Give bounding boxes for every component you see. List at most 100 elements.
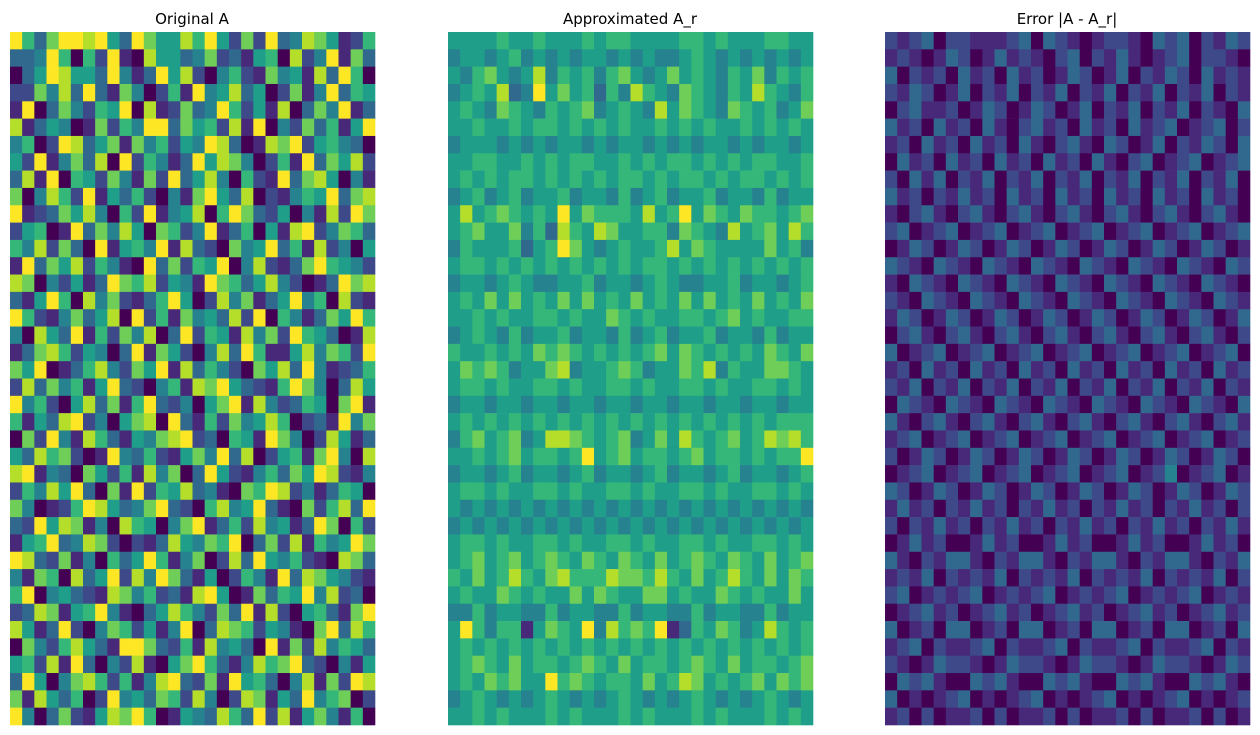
heatmap-cell — [740, 482, 753, 501]
heatmap-cell — [326, 239, 339, 258]
heatmap-cell — [143, 447, 157, 466]
heatmap-cell — [533, 551, 546, 570]
heatmap-cell — [521, 551, 534, 570]
heatmap-cell — [581, 32, 595, 50]
heatmap-cell — [581, 551, 595, 570]
heatmap-cell — [1189, 569, 1202, 587]
heatmap-cell — [1177, 395, 1190, 414]
heatmap-cell — [727, 621, 741, 639]
heatmap-cell — [521, 170, 534, 189]
heatmap-cell — [679, 49, 692, 67]
heatmap-cell — [885, 274, 898, 293]
heatmap-cell — [46, 586, 59, 605]
heatmap-cell — [740, 291, 753, 310]
heatmap-cell — [618, 205, 631, 223]
heatmap-cell — [1006, 517, 1020, 535]
heatmap-cell — [350, 343, 364, 362]
heatmap-cell — [897, 378, 910, 397]
heatmap-cell — [241, 83, 254, 102]
heatmap-cell — [740, 413, 753, 431]
heatmap-cell — [800, 638, 814, 657]
heatmap-cell — [764, 621, 777, 639]
heatmap-cell — [1079, 291, 1093, 310]
heatmap-cell — [569, 378, 583, 397]
heatmap-cell — [1079, 673, 1093, 691]
heatmap-cell — [83, 378, 96, 397]
heatmap-cell — [192, 326, 205, 345]
heatmap-cell — [945, 690, 959, 708]
heatmap-cell — [606, 187, 619, 206]
heatmap-cell — [1213, 465, 1226, 483]
heatmap-cell — [606, 170, 619, 189]
heatmap-cell — [703, 499, 716, 518]
heatmap-cell — [752, 621, 765, 639]
heatmap-cell — [472, 569, 485, 587]
heatmap-cell — [192, 482, 205, 501]
heatmap-cell — [131, 655, 145, 674]
heatmap-cell — [885, 170, 898, 189]
heatmap-cell — [982, 395, 995, 414]
heatmap-cell — [277, 551, 291, 570]
heatmap-cell — [1043, 378, 1056, 397]
heatmap-cell — [679, 343, 692, 362]
heatmap-cell — [131, 569, 145, 587]
heatmap-cell — [216, 673, 230, 691]
heatmap-cell — [533, 326, 546, 345]
heatmap-cell — [484, 499, 497, 518]
heatmap-cell — [180, 222, 193, 241]
heatmap-cell — [508, 66, 522, 85]
heatmap-cell — [1091, 309, 1105, 327]
heatmap-cell — [764, 482, 777, 501]
heatmap-cell — [1006, 621, 1020, 639]
heatmap-cell — [216, 343, 230, 362]
heatmap-cell — [667, 395, 680, 414]
heatmap-cell — [642, 66, 656, 85]
heatmap-cell — [204, 326, 218, 345]
heatmap-cell — [1104, 551, 1117, 570]
heatmap-cell — [1116, 309, 1129, 327]
heatmap-cell — [1116, 187, 1129, 206]
heatmap-cell — [1189, 430, 1202, 449]
heatmap-cell — [1018, 655, 1032, 674]
heatmap-cell — [34, 83, 47, 102]
heatmap-cell — [22, 257, 35, 275]
heatmap-cell — [897, 673, 910, 691]
heatmap-cell — [1043, 482, 1056, 501]
heatmap-cell — [229, 291, 242, 310]
heatmap-cell — [533, 707, 546, 726]
heatmap-cell — [752, 551, 765, 570]
heatmap-cell — [715, 621, 729, 639]
heatmap-cell — [958, 430, 971, 449]
heatmap-cell — [642, 118, 656, 137]
heatmap-cell — [119, 274, 132, 293]
heatmap-cell — [933, 447, 947, 466]
heatmap-cell — [1201, 638, 1214, 657]
heatmap-cell — [909, 569, 922, 587]
heatmap-cell — [1067, 326, 1080, 345]
heatmap-cell — [253, 153, 266, 171]
heatmap-cell — [1225, 66, 1239, 85]
heatmap-cell — [1213, 118, 1226, 137]
heatmap-cell — [1031, 32, 1044, 50]
heatmap-cell — [10, 361, 23, 379]
heatmap-cell — [1091, 465, 1105, 483]
heatmap-cell — [958, 205, 971, 223]
heatmap-cell — [265, 361, 278, 379]
heatmap-cell — [994, 309, 1007, 327]
heatmap-cell — [1140, 638, 1153, 657]
heatmap-cell — [703, 413, 716, 431]
heatmap-cell — [46, 482, 59, 501]
heatmap-cell — [1006, 205, 1020, 223]
heatmap-cell — [83, 170, 96, 189]
heatmap-cell — [703, 603, 716, 622]
heatmap-cell — [740, 621, 753, 639]
heatmap-cell — [1018, 239, 1032, 258]
heatmap-cell — [1213, 482, 1226, 501]
heatmap-cell — [204, 32, 218, 50]
heatmap-cell — [667, 170, 680, 189]
heatmap-cell — [606, 274, 619, 293]
heatmap-cell — [1091, 291, 1105, 310]
heatmap-cell — [131, 603, 145, 622]
heatmap-cell — [180, 239, 193, 258]
heatmap-cell — [143, 205, 157, 223]
